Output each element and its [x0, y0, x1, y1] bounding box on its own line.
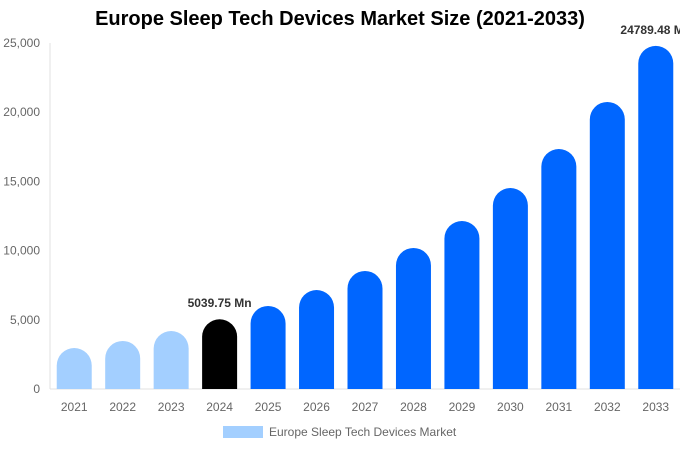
bar-2024	[202, 319, 238, 389]
bar-2030	[492, 188, 528, 389]
bar-2029	[444, 220, 480, 389]
x-tick-label: 2026	[303, 400, 330, 414]
x-tick-label: 2025	[255, 400, 282, 414]
y-tick-label: 10,000	[3, 244, 40, 258]
x-tick-label: 2032	[594, 400, 621, 414]
legend[interactable]: Europe Sleep Tech Devices Market	[223, 425, 456, 439]
x-tick-label: 2028	[400, 400, 427, 414]
x-tick-label: 2022	[109, 400, 136, 414]
bar-2033	[638, 45, 674, 389]
x-tick-label: 2029	[449, 400, 476, 414]
bar-2028	[395, 247, 431, 389]
y-tick-label: 0	[33, 382, 40, 396]
x-tick-label: 2021	[61, 400, 88, 414]
data-label: 5039.75 Mn	[188, 296, 252, 310]
y-tick-label: 5,000	[10, 313, 40, 327]
x-tick-label: 2031	[545, 400, 572, 414]
y-tick-label: 25,000	[3, 36, 40, 50]
bar-2031	[541, 149, 577, 389]
legend-swatch	[223, 426, 263, 438]
legend-label: Europe Sleep Tech Devices Market	[269, 425, 457, 439]
y-tick-label: 20,000	[3, 105, 40, 119]
bar-2025	[250, 305, 286, 389]
bar-2032	[589, 101, 625, 389]
x-tick-label: 2033	[642, 400, 669, 414]
bar-2021	[56, 348, 92, 389]
x-tick-label: 2024	[206, 400, 233, 414]
chart-title: Europe Sleep Tech Devices Market Size (2…	[95, 8, 585, 30]
y-tick-label: 15,000	[3, 174, 40, 188]
x-tick-label: 2023	[158, 400, 185, 414]
x-tick-label: 2030	[497, 400, 524, 414]
bar-2026	[299, 290, 335, 389]
data-label: 24789.48 Mn	[620, 23, 680, 37]
x-tick-label: 2027	[352, 400, 379, 414]
bar-2022	[105, 340, 141, 389]
bar-2023	[153, 331, 189, 389]
bar-2027	[347, 270, 383, 389]
